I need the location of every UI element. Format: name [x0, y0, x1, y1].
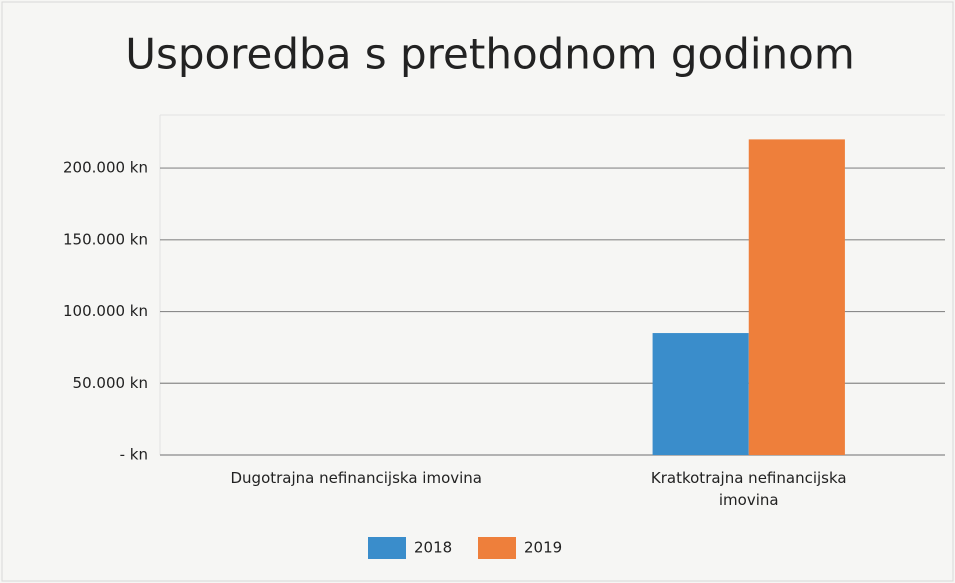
y-tick-label: 150.000 kn: [63, 230, 148, 248]
y-tick-label: 200.000 kn: [63, 159, 148, 177]
legend-label: 2018: [414, 539, 452, 557]
legend-swatch: [368, 537, 406, 559]
bar: [748, 139, 845, 455]
y-tick-label: 50.000 kn: [73, 374, 148, 392]
chart-title: Usporedba s prethodnom godinom: [125, 30, 855, 79]
legend-label: 2019: [524, 539, 562, 557]
x-tick-label: Kratkotrajna nefinancijska imovina: [650, 469, 847, 509]
bar: [652, 333, 749, 455]
y-tick-label: - kn: [120, 446, 148, 464]
legend-swatch: [478, 537, 516, 559]
x-tick-label: Dugotrajna nefinancijska imovina: [230, 469, 483, 487]
y-tick-label: 100.000 kn: [63, 302, 148, 320]
